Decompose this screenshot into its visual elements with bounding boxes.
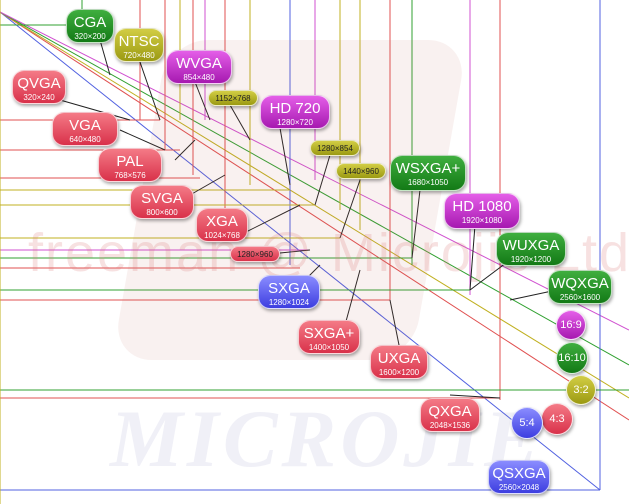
badge-wvga: WVGA 854×480 <box>166 50 232 84</box>
badge-sxga-res: 1280×1024 <box>268 298 310 307</box>
ratio-4-3: 4:3 <box>541 403 573 435</box>
badge-uxga-res: 1600×1200 <box>378 368 420 377</box>
badge-xga: XGA 1024×768 <box>196 208 248 242</box>
badge-hd720-res: 1280×720 <box>277 118 313 127</box>
badge-qxga-res: 2048×1536 <box>429 421 471 430</box>
badge-wqxga-name: WQXGA <box>551 275 609 292</box>
ratio-16-10: 16:10 <box>556 342 588 374</box>
aspect-line-16-10 <box>0 11 629 366</box>
badge-wuxga: WUXGA 1920×1200 <box>496 232 566 266</box>
aspect-line-4-3 <box>0 11 629 421</box>
badge-cga-res: 320×200 <box>74 32 106 41</box>
badge-qsxga-name: QSXGA <box>492 465 546 482</box>
badge-wuxga-name: WUXGA <box>502 237 560 254</box>
badge-wvga-res: 854×480 <box>183 73 215 82</box>
badge-xga-name: XGA <box>206 213 238 230</box>
badge-xga-res: 1024×768 <box>204 231 240 240</box>
badge-wuxga-res: 1920×1200 <box>510 255 552 264</box>
badge-1440x960-res: 1440×960 <box>343 167 379 176</box>
badge-hd1080: HD 1080 1920×1080 <box>444 193 520 229</box>
badge-svga-name: SVGA <box>141 190 183 207</box>
badge-ntsc-res: 720×480 <box>123 51 155 60</box>
ratio-16-9: 16:9 <box>556 310 586 340</box>
badge-wsxga-name: WSXGA+ <box>395 160 461 177</box>
badge-cga-name: CGA <box>73 14 107 31</box>
badge-sxgaplus-name: SXGA+ <box>303 325 355 342</box>
badge-qvga: QVGA 320×240 <box>12 70 66 104</box>
badge-wsxga: WSXGA+ 1680×1050 <box>390 155 466 191</box>
badge-1280x960-res: 1280×960 <box>237 250 273 259</box>
badge-qxga-name: QXGA <box>428 403 472 420</box>
badge-sxgaplus-res: 1400×1050 <box>308 343 350 352</box>
badge-1280x854: 1280×854 <box>310 140 360 156</box>
badge-qsxga: QSXGA 2560×2048 <box>488 460 550 494</box>
badge-svga: SVGA 800×600 <box>130 185 194 219</box>
badge-wvga-name: WVGA <box>176 55 222 72</box>
badge-sxga-name: SXGA <box>268 280 310 297</box>
badge-cga: CGA 320×200 <box>66 9 114 43</box>
badge-hd720: HD 720 1280×720 <box>260 95 330 129</box>
badge-pal-name: PAL <box>116 153 144 170</box>
ratio-5-4: 5:4 <box>511 407 543 439</box>
badge-sxga: SXGA 1280×1024 <box>258 275 320 309</box>
badge-1280x854-res: 1280×854 <box>317 144 353 153</box>
badge-qvga-name: QVGA <box>17 75 61 92</box>
badge-vga: VGA 640×480 <box>52 112 118 146</box>
ratio-3-2: 3:2 <box>566 375 596 405</box>
badge-vga-name: VGA <box>69 117 101 134</box>
badge-1440x960: 1440×960 <box>336 163 386 179</box>
badge-wsxga-res: 1680×1050 <box>407 178 449 187</box>
badge-qvga-res: 320×240 <box>23 93 55 102</box>
badge-hd720-name: HD 720 <box>269 100 321 117</box>
badge-sxgaplus: SXGA+ 1400×1050 <box>298 320 360 354</box>
badge-hd1080-res: 1920×1080 <box>461 216 503 225</box>
badge-hd1080-name: HD 1080 <box>452 198 512 215</box>
badge-qsxga-res: 2560×2048 <box>498 483 540 492</box>
badge-svga-res: 800×600 <box>146 208 178 217</box>
badge-ntsc-name: NTSC <box>118 33 160 50</box>
badge-qxga: QXGA 2048×1536 <box>420 398 480 432</box>
badge-pal-res: 768×576 <box>114 171 146 180</box>
badge-1152x768-res: 1152×768 <box>215 94 251 103</box>
badge-1152x768: 1152×768 <box>208 90 258 106</box>
badge-pal: PAL 768×576 <box>98 148 162 182</box>
badge-ntsc: NTSC 720×480 <box>114 28 164 62</box>
badge-uxga: UXGA 1600×1200 <box>370 345 428 379</box>
badge-1280x960: 1280×960 <box>230 246 280 262</box>
badge-wqxga-res: 2560×1600 <box>559 293 601 302</box>
badge-vga-res: 640×480 <box>69 135 101 144</box>
badge-wqxga: WQXGA 2560×1600 <box>548 270 612 304</box>
badge-uxga-name: UXGA <box>377 350 421 367</box>
